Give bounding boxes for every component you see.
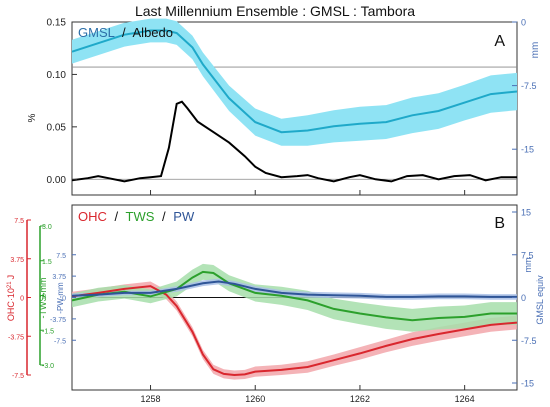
legend-albedo: Albedo — [133, 25, 173, 40]
tws-tick-label: 3.0 — [42, 224, 52, 231]
ohc-label-prefix: OHC·10 — [6, 288, 16, 321]
pw-series-line — [71, 280, 517, 298]
panel-b-x-tick-label: 1260 — [245, 394, 265, 404]
panel-a-left-tick-label: 0.10 — [47, 70, 67, 81]
pw-tick-label: 7.5 — [56, 253, 66, 260]
panel-a-left-tick-label: 0.05 — [47, 122, 67, 133]
gmsl-uncertainty-band — [72, 18, 517, 146]
panel-a-left-tick-label: 0.15 — [47, 18, 67, 29]
panel-b-right-tick-label: 0 — [521, 293, 526, 303]
panel-a-right-tick-label: -7.5 — [521, 81, 537, 91]
ohc-tick-label: -7.5 — [12, 373, 24, 380]
pw-uncertainty-band — [72, 278, 517, 300]
legend-separator: / — [122, 25, 126, 40]
panel-b: 1258 1260 1262 1264 -7.5 -3.75 0 3.75 7.5 -3.0 -1… — [6, 190, 545, 404]
legend-separator-1: / — [115, 209, 119, 224]
tws-tick-label: 0 — [42, 294, 46, 301]
tws-series-line — [71, 270, 517, 322]
panel-b-right-tick-label: -7.5 — [521, 336, 537, 346]
figure-title: Last Millennium Ensemble : GMSL : Tambor… — [135, 3, 415, 19]
ohc-label-suffix: J — [6, 275, 16, 280]
legend-separator-2: / — [162, 209, 166, 224]
panel-a-ylabel-left: % — [27, 113, 38, 122]
panel-a-right-tick-label: -15 — [521, 145, 534, 155]
legend-gmsl: GMSL — [78, 25, 115, 40]
pw-tick-label: 3.75 — [52, 274, 66, 281]
ohc-tick-label: 7.5 — [14, 218, 24, 225]
legend-ohc: OHC — [78, 209, 107, 224]
panel-b-label: B — [494, 215, 505, 232]
panel-b-x-axis-ticks: 1258 1260 1262 1264 — [141, 190, 475, 404]
panel-b-left-axes: -7.5 -3.75 0 3.75 7.5 -3.0 -1.5 0 1.5 3.0 -7.5 -3.7… — [8, 218, 76, 380]
panel-a-legend: GMSL / Albedo — [78, 25, 173, 40]
panel-a-ylabel-right: mm — [530, 42, 541, 59]
panel-b-tws-axis-label: -TWS-mm — [38, 278, 48, 319]
albedo-series-line — [71, 100, 517, 183]
pw-tick-label: -7.5 — [54, 338, 66, 345]
panel-a-bands — [72, 18, 517, 146]
panel-b-legend: OHC / TWS / PW — [78, 209, 195, 224]
panel-b-x-tick-label: 1258 — [141, 394, 161, 404]
tws-tick-label: -3.0 — [42, 363, 54, 370]
ohc-tick-label: 3.75 — [10, 257, 24, 264]
panel-a-lines — [71, 29, 518, 183]
gmsl-series-line — [71, 29, 518, 134]
panel-a-left-axis-ticks: 0.00 0.05 0.10 0.15 — [47, 18, 77, 186]
panel-b-bands — [72, 263, 517, 380]
ohc-label-exp: 21 — [7, 281, 13, 288]
panel-b-right-tick-label: 15 — [521, 208, 531, 218]
panel-a-right-axis-ticks: -15 -7.5 0 — [512, 18, 537, 155]
panel-b-right-axis-ticks: -15 -7.5 0 7.5 15 — [512, 208, 537, 389]
pw-tick-label: -3.75 — [50, 317, 66, 324]
panel-b-right-tick-label: 7.5 — [521, 250, 534, 260]
pw-tick-label: 0 — [62, 296, 66, 303]
panel-a-left-tick-label: 0.00 — [47, 175, 67, 186]
panel-b-ohc-axis-label: OHC·1021J — [6, 275, 16, 321]
panel-b-pw-axis-label: -PW-mm — [56, 282, 65, 314]
panel-a-label: A — [494, 33, 505, 50]
ohc-tick-label: -3.75 — [8, 334, 24, 341]
panel-b-x-tick-label: 1264 — [455, 394, 475, 404]
legend-tws: TWS — [126, 209, 155, 224]
panel-b-x-tick-label: 1262 — [350, 394, 370, 404]
tws-tick-label: 1.5 — [42, 259, 52, 266]
ohc-tick-label: 0 — [20, 296, 24, 303]
panel-a-right-tick-label: 0 — [521, 18, 526, 28]
panel-b-right-axis-label-2: GMSL equiv — [535, 275, 545, 325]
panel-a: 0.00 0.05 0.10 0.15 -15 -7.5 0 % mm A GMSL / … — [27, 18, 541, 196]
panel-b-right-axis-label: mm — [523, 258, 533, 273]
tws-tick-label: -1.5 — [42, 328, 54, 335]
legend-pw: PW — [173, 209, 195, 224]
panel-b-right-tick-label: -15 — [521, 379, 534, 389]
panel-b-lines — [71, 270, 518, 377]
